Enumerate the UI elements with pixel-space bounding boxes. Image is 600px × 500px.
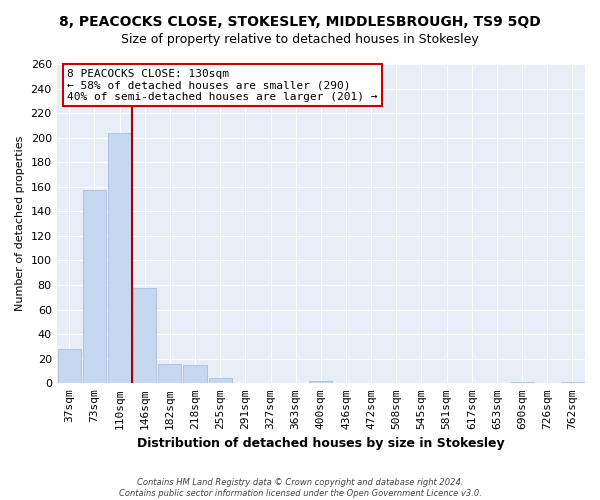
Bar xyxy=(209,378,232,384)
Text: Size of property relative to detached houses in Stokesley: Size of property relative to detached ho… xyxy=(121,32,479,46)
Y-axis label: Number of detached properties: Number of detached properties xyxy=(15,136,25,312)
Bar xyxy=(158,364,181,384)
Bar xyxy=(184,365,206,384)
Bar xyxy=(58,349,81,384)
Text: 8, PEACOCKS CLOSE, STOKESLEY, MIDDLESBROUGH, TS9 5QD: 8, PEACOCKS CLOSE, STOKESLEY, MIDDLESBRO… xyxy=(59,15,541,29)
Bar xyxy=(511,382,533,384)
X-axis label: Distribution of detached houses by size in Stokesley: Distribution of detached houses by size … xyxy=(137,437,505,450)
Bar xyxy=(83,190,106,384)
Bar xyxy=(309,381,332,384)
Bar xyxy=(133,288,156,384)
Bar xyxy=(561,382,584,384)
Text: 8 PEACOCKS CLOSE: 130sqm
← 58% of detached houses are smaller (290)
40% of semi-: 8 PEACOCKS CLOSE: 130sqm ← 58% of detach… xyxy=(67,69,378,102)
Text: Contains HM Land Registry data © Crown copyright and database right 2024.
Contai: Contains HM Land Registry data © Crown c… xyxy=(119,478,481,498)
Bar xyxy=(108,133,131,384)
